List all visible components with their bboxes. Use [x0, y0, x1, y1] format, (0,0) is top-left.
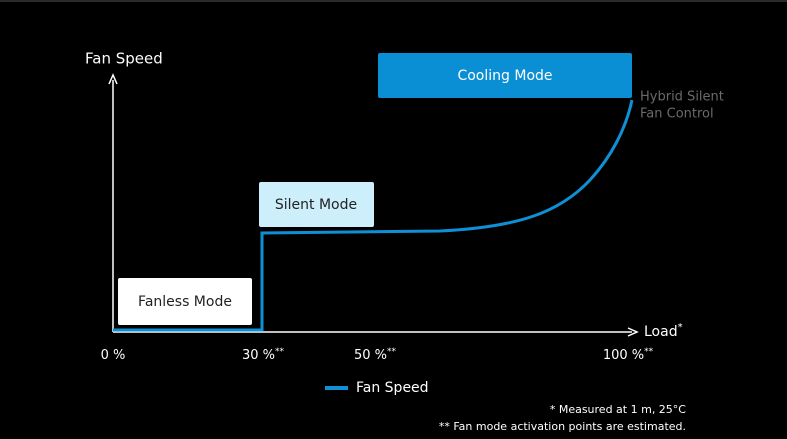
x-tick-label: 0 % — [101, 348, 126, 363]
x-arrow — [627, 327, 639, 337]
fanless-box — [118, 278, 252, 325]
legend-label: Fan Speed — [356, 380, 429, 396]
x-axis-label-note: * — [678, 322, 683, 333]
silent-box — [259, 182, 374, 227]
tick-note: ** — [275, 347, 285, 357]
mode-label: Fanless Mode — [138, 294, 232, 310]
tick-text: 50 % — [354, 348, 387, 363]
tick-note: ** — [644, 347, 654, 357]
fan-speed-curve — [113, 99, 634, 332]
footnote: * Measured at 1 m, 25°C — [550, 403, 686, 416]
footnote: ** Fan mode activation points are estima… — [439, 420, 686, 433]
y-arrow — [108, 73, 118, 85]
x-tick-label: 100 %** — [603, 347, 654, 363]
x-axis-label-text: Load — [644, 324, 678, 340]
mode-label: Silent Mode — [275, 197, 357, 213]
tick-note: ** — [387, 347, 397, 357]
x-tick-label: 50 %** — [354, 347, 397, 363]
cooling-box — [378, 53, 632, 98]
tick-text: 30 % — [242, 348, 275, 363]
tick-text: 100 % — [603, 348, 644, 363]
annotation: Fan Control — [640, 107, 714, 122]
tick-text: 0 % — [101, 348, 126, 363]
x-tick-label: 30 %** — [242, 347, 285, 363]
annotation: Hybrid Silent — [640, 90, 724, 105]
y-axis-label: Fan Speed — [85, 50, 163, 68]
x-axis-label: Load* — [644, 322, 683, 340]
mode-label: Cooling Mode — [457, 68, 552, 84]
